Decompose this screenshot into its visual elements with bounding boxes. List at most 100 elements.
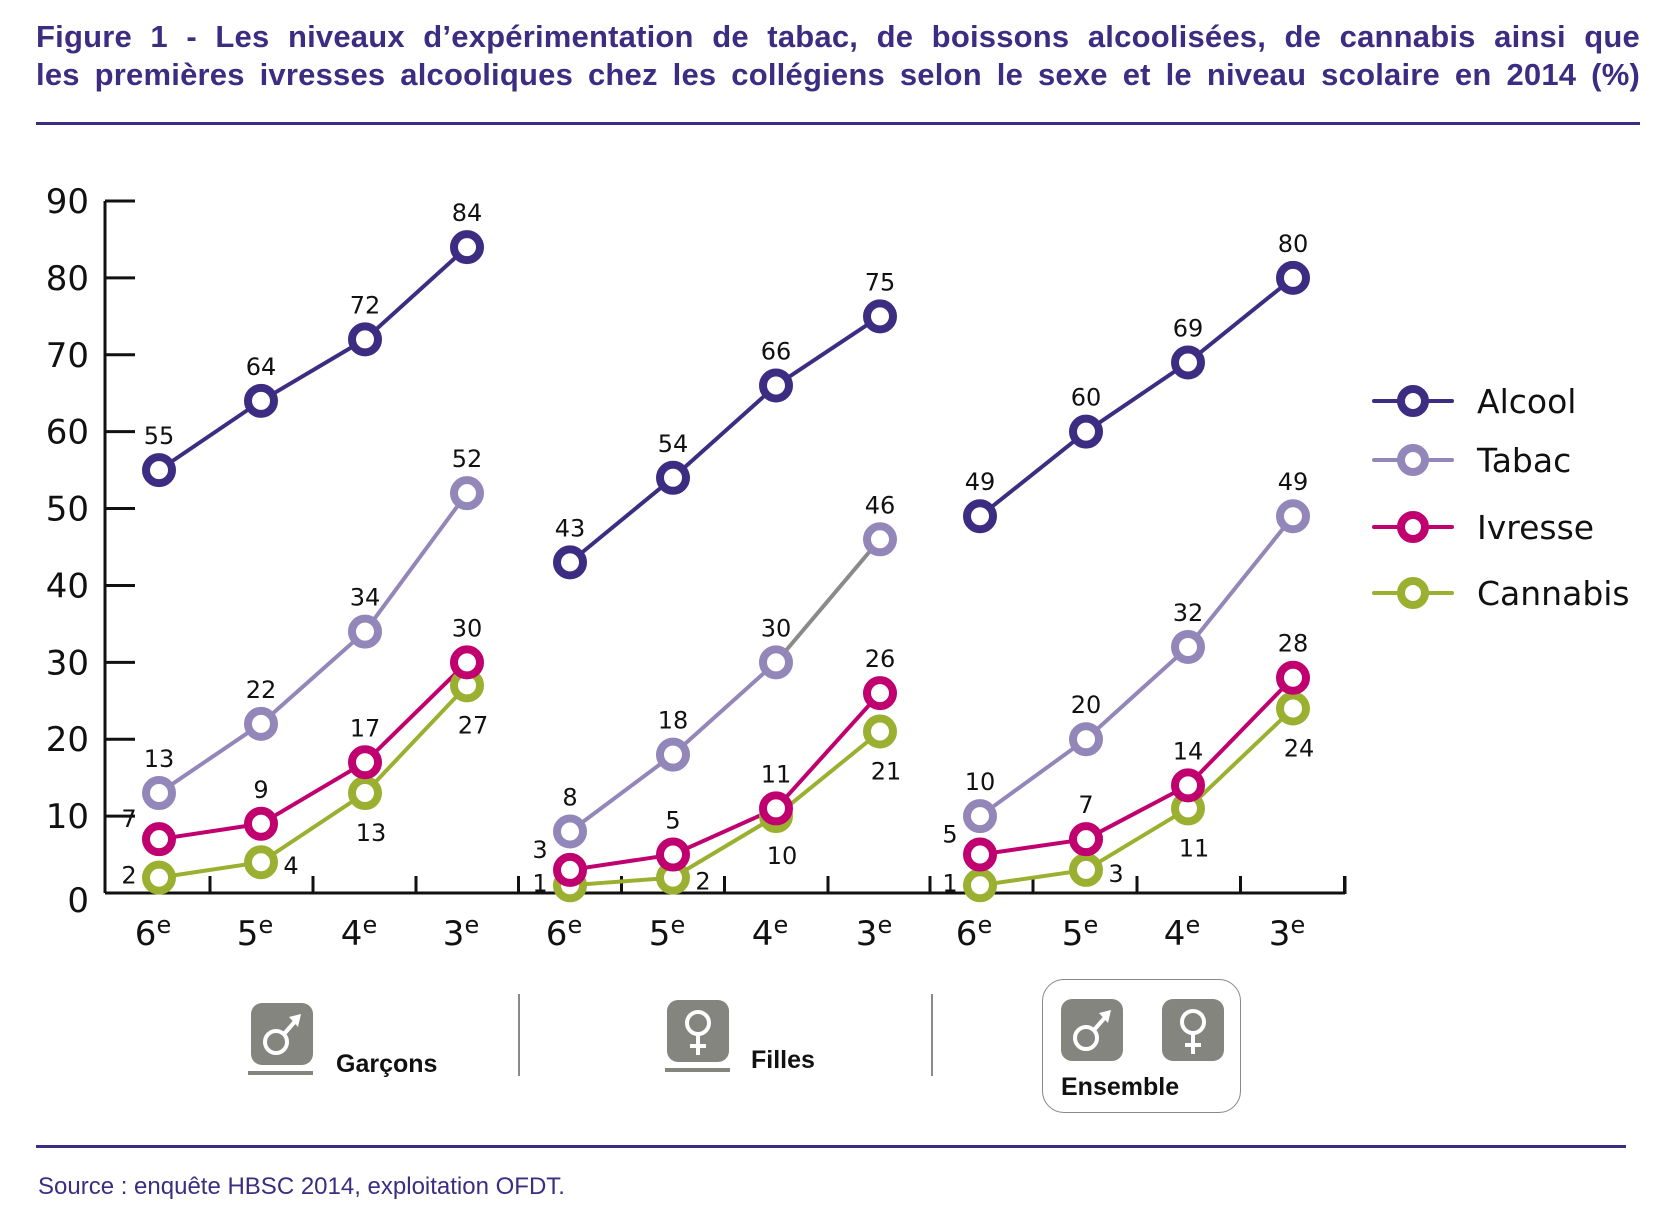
- series-line-tabac: [259, 630, 367, 726]
- data-label-alcool: 84: [452, 199, 483, 227]
- data-label-ivresse: 26: [865, 645, 896, 673]
- data-point-tabac: [656, 737, 690, 772]
- data-point-cannabis: [1276, 691, 1310, 726]
- data-point-ivresse: [142, 822, 176, 857]
- data-point-alcool: [142, 453, 176, 488]
- data-label-alcool: 69: [1173, 314, 1204, 342]
- series-line-cannabis: [671, 814, 778, 880]
- data-point-tabac: [244, 706, 278, 741]
- data-point-cannabis: [348, 776, 382, 811]
- data-label-ivresse: 30: [452, 614, 483, 642]
- series-line-alcool: [978, 430, 1088, 518]
- series-line-alcool: [363, 245, 469, 341]
- data-label-ivresse: 3: [532, 836, 547, 864]
- data-label-tabac: 30: [761, 614, 792, 642]
- female-symbol-icon: [1162, 999, 1224, 1061]
- data-label-cannabis: 10: [767, 842, 798, 870]
- data-label-cannabis: 3: [1108, 860, 1123, 888]
- y-tick-label: 40: [46, 566, 89, 606]
- data-label-cannabis: 4: [283, 852, 298, 880]
- data-point-tabac: [450, 476, 484, 511]
- legend-label-tabac: Tabac: [1476, 441, 1571, 480]
- series-line-cannabis: [158, 860, 262, 880]
- series-line-tabac: [1084, 645, 1190, 741]
- series-line-alcool: [157, 399, 263, 472]
- data-label-ivresse: 5: [665, 807, 680, 835]
- data-point-ivresse: [244, 806, 278, 841]
- group-label-ensemble: Ensemble: [1061, 1073, 1180, 1101]
- series-line-cannabis: [1186, 707, 1295, 810]
- data-label-ivresse: 9: [253, 776, 268, 804]
- data-point-alcool: [1069, 414, 1103, 449]
- y-tick-label: 0: [67, 881, 89, 921]
- x-tick-label-suffix: e: [977, 911, 992, 939]
- data-label-alcool: 54: [658, 430, 689, 458]
- x-tick-label: 5e: [649, 911, 685, 954]
- data-point-alcool: [863, 299, 897, 334]
- series-line-tabac: [157, 722, 263, 795]
- x-tick-label-suffix: e: [670, 911, 685, 939]
- x-tick-label-suffix: e: [1083, 911, 1098, 939]
- data-label-cannabis: 1: [942, 869, 957, 897]
- series-line-cannabis: [363, 684, 469, 795]
- series-line-ivresse: [774, 691, 882, 810]
- y-tick-label: 90: [46, 182, 89, 222]
- y-tick-label: 80: [46, 259, 89, 299]
- x-tick-label-suffix: e: [567, 911, 582, 939]
- series-line-cannabis: [259, 791, 367, 864]
- y-tick-label: 30: [46, 643, 89, 683]
- data-label-tabac: 18: [658, 707, 689, 735]
- data-point-ivresse: [656, 837, 690, 872]
- data-label-alcool: 60: [1071, 384, 1102, 412]
- data-label-tabac: 52: [452, 445, 483, 473]
- series-line-ivresse: [259, 760, 367, 826]
- data-label-tabac: 13: [144, 745, 175, 773]
- x-tick-label-suffix: e: [464, 911, 479, 939]
- data-point-ivresse: [1276, 660, 1310, 695]
- x-tick-label-suffix: e: [1185, 911, 1200, 939]
- series-line-alcool: [259, 337, 367, 403]
- data-point-tabac: [553, 814, 587, 849]
- series-line-alcool: [1186, 276, 1295, 365]
- data-label-ivresse: 7: [1078, 791, 1093, 819]
- data-label-cannabis: 13: [356, 819, 387, 847]
- data-label-cannabis: 27: [458, 711, 489, 739]
- data-point-alcool: [963, 499, 997, 534]
- x-tick-label: 3e: [856, 911, 892, 954]
- data-point-cannabis: [863, 714, 897, 749]
- data-point-ivresse: [1171, 768, 1205, 803]
- title-rule: [36, 122, 1640, 125]
- data-point-tabac: [1171, 629, 1205, 664]
- data-point-tabac: [863, 522, 897, 557]
- series-line-ivresse: [569, 852, 674, 872]
- x-tick-label-suffix: e: [258, 911, 273, 939]
- series-line-alcool: [671, 384, 778, 480]
- series-line-tabac: [671, 660, 778, 757]
- data-point-tabac: [142, 776, 176, 811]
- data-label-tabac: 32: [1173, 599, 1204, 627]
- y-tick-label: 20: [46, 720, 89, 760]
- data-label-cannabis: 1: [532, 869, 547, 897]
- source-note: Source : enquête HBSC 2014, exploitation…: [38, 1173, 565, 1200]
- data-label-tabac: 20: [1071, 691, 1102, 719]
- series-line-ivresse: [672, 806, 777, 857]
- data-label-tabac: 22: [246, 676, 277, 704]
- legend-label-alcool: Alcool: [1477, 382, 1576, 421]
- legend-marker-cannabis: [1397, 577, 1429, 609]
- legend-marker-tabac: [1397, 444, 1429, 476]
- legend-marker-alcool: [1397, 385, 1429, 417]
- data-point-alcool: [450, 230, 484, 265]
- data-point-ivresse: [1069, 822, 1103, 857]
- male-symbol-icon: [251, 1003, 313, 1065]
- data-label-ivresse: 11: [761, 760, 792, 788]
- figure-title-line-2: les premières ivresses alcooliques chez …: [36, 57, 1640, 92]
- data-label-alcool: 80: [1278, 230, 1309, 258]
- data-label-ivresse: 5: [942, 821, 957, 849]
- series-line-cannabis: [774, 729, 882, 818]
- y-tick-label: 10: [46, 797, 89, 837]
- data-label-alcool: 64: [246, 353, 277, 381]
- data-point-alcool: [553, 545, 587, 580]
- data-point-tabac: [348, 614, 382, 649]
- group-label-filles: Filles: [751, 1046, 815, 1074]
